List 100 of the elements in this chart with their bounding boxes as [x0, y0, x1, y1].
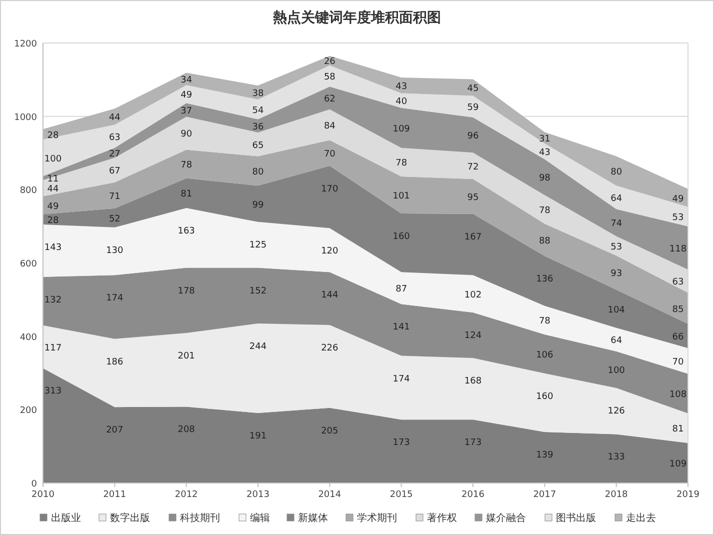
data-label: 244 — [249, 342, 267, 352]
data-label: 132 — [44, 295, 62, 306]
y-tick-label: 800 — [20, 186, 38, 196]
data-label: 104 — [608, 305, 626, 316]
y-tick-label: 1000 — [14, 112, 38, 123]
data-label: 64 — [610, 194, 622, 204]
data-label: 78 — [396, 158, 408, 169]
data-label: 100 — [44, 154, 62, 164]
data-label: 170 — [321, 184, 339, 194]
y-tick-label: 0 — [31, 480, 38, 490]
data-label: 28 — [47, 130, 59, 141]
data-label: 63 — [108, 132, 120, 143]
x-tick-label: 2016 — [462, 490, 485, 500]
data-label: 38 — [252, 89, 264, 99]
x-tick-label: 2011 — [103, 490, 126, 500]
data-label: 84 — [324, 121, 336, 132]
data-label: 143 — [44, 243, 62, 253]
data-label: 53 — [672, 213, 684, 224]
data-label: 90 — [180, 130, 192, 140]
data-label: 43 — [538, 148, 550, 158]
data-label: 106 — [536, 350, 554, 360]
data-label: 54 — [252, 106, 264, 116]
x-tick-label: 2015 — [390, 490, 413, 500]
data-label: 108 — [669, 390, 687, 400]
data-label: 63 — [672, 278, 684, 288]
data-label: 201 — [178, 352, 195, 362]
legend-label: 编辑 — [250, 512, 270, 524]
data-label: 98 — [538, 174, 551, 184]
data-label: 191 — [249, 431, 267, 442]
data-label: 66 — [672, 332, 684, 342]
x-tick-label: 2018 — [604, 490, 628, 500]
data-label: 26 — [324, 57, 336, 68]
data-label: 70 — [324, 150, 336, 160]
legend-label: 学术期刊 — [357, 512, 397, 524]
data-label: 208 — [178, 425, 196, 436]
data-label: 99 — [252, 200, 264, 210]
data-label: 102 — [464, 290, 482, 300]
data-label: 78 — [538, 316, 551, 327]
data-label: 173 — [464, 438, 482, 448]
legend-label: 媒介融合 — [486, 512, 526, 524]
data-label: 71 — [108, 192, 120, 202]
legend-label: 图书出版 — [556, 512, 596, 524]
data-label: 59 — [467, 103, 479, 114]
data-label: 174 — [392, 374, 410, 384]
data-label: 40 — [396, 97, 408, 108]
x-tick-label: 2017 — [533, 490, 556, 500]
data-label: 65 — [252, 140, 264, 151]
data-label: 88 — [538, 236, 551, 246]
data-label: 174 — [106, 294, 124, 304]
data-label: 49 — [672, 194, 684, 204]
data-label: 160 — [536, 392, 554, 402]
data-label: 49 — [47, 202, 59, 212]
data-label: 95 — [467, 192, 479, 203]
data-label: 144 — [321, 290, 339, 301]
y-tick-label: 200 — [20, 406, 38, 416]
data-label: 117 — [44, 343, 62, 354]
y-tick-label: 1200 — [14, 40, 38, 50]
data-label: 167 — [464, 232, 482, 242]
legend-label: 著作权 — [427, 512, 457, 524]
data-label: 36 — [252, 122, 264, 132]
data-label: 27 — [108, 149, 120, 160]
data-label: 93 — [610, 269, 622, 280]
data-label: 67 — [108, 166, 120, 177]
x-tick-label: 2014 — [318, 490, 342, 500]
data-label: 52 — [108, 214, 120, 224]
data-label: 124 — [464, 331, 482, 341]
legend-label: 新媒体 — [298, 512, 328, 524]
x-tick-label: 2013 — [246, 490, 270, 500]
data-label: 78 — [538, 206, 551, 216]
legend-label: 出版业 — [51, 512, 81, 524]
data-label: 139 — [536, 450, 554, 461]
y-tick-label: 400 — [20, 332, 38, 343]
data-label: 163 — [178, 226, 195, 236]
data-label: 81 — [180, 190, 192, 200]
data-label: 62 — [324, 94, 336, 104]
data-label: 72 — [467, 162, 479, 172]
legend-label: 走出去 — [626, 512, 656, 524]
data-label: 130 — [106, 246, 124, 256]
data-label: 49 — [180, 90, 192, 101]
data-label: 53 — [610, 242, 622, 252]
data-label: 136 — [536, 274, 554, 285]
data-label: 87 — [396, 284, 408, 295]
x-tick-label: 2019 — [676, 490, 700, 500]
x-tick-label: 2012 — [174, 490, 198, 500]
data-label: 74 — [610, 219, 622, 230]
data-label: 168 — [464, 376, 482, 386]
data-label: 205 — [321, 426, 338, 436]
data-label: 34 — [180, 75, 192, 86]
data-label: 96 — [467, 132, 479, 142]
data-label: 44 — [108, 113, 121, 124]
data-label: 125 — [249, 240, 267, 250]
data-label: 126 — [608, 406, 626, 417]
data-label: 152 — [249, 286, 267, 296]
data-label: 58 — [324, 72, 336, 82]
data-label: 173 — [392, 438, 410, 448]
y-tick-label: 600 — [20, 260, 38, 270]
data-label: 81 — [672, 424, 684, 435]
data-label: 100 — [608, 366, 626, 376]
data-label: 43 — [396, 82, 408, 92]
data-label: 141 — [392, 322, 410, 333]
